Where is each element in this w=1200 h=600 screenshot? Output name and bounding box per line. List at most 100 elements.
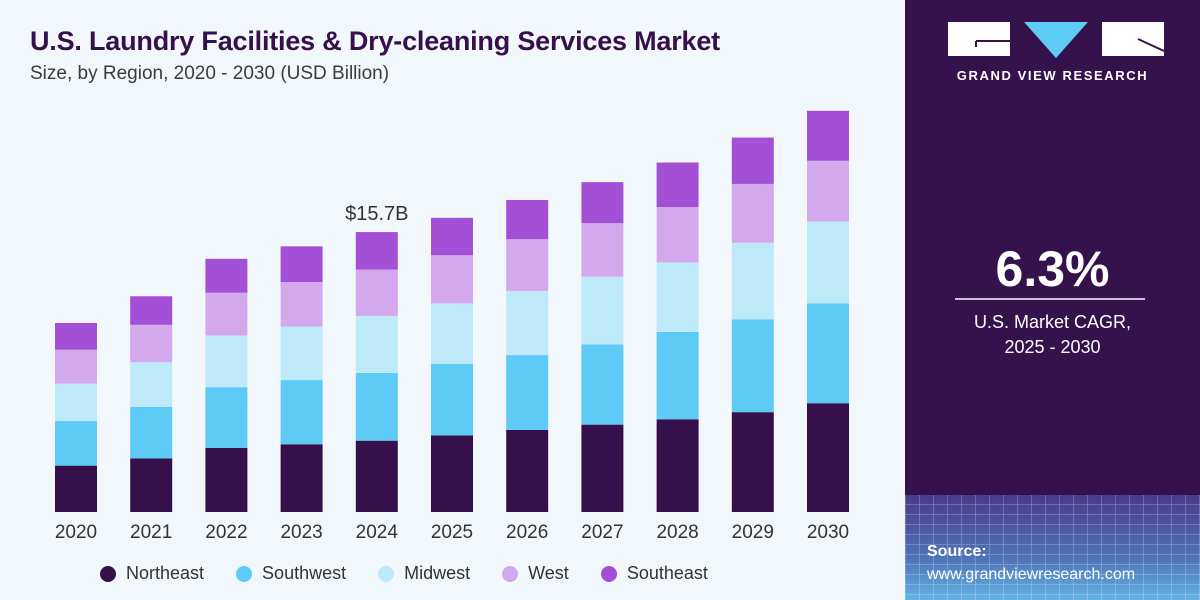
bar-segment-west-2027 bbox=[581, 223, 624, 277]
bar-segment-northeast-2025 bbox=[431, 435, 473, 512]
bar-segment-southeast-2026 bbox=[506, 199, 549, 240]
bar-segment-southwest-2024 bbox=[355, 372, 398, 441]
legend-dot-midwest bbox=[378, 565, 395, 582]
bar-segment-southwest-2029 bbox=[731, 319, 774, 413]
bar-segment-southwest-2022 bbox=[205, 387, 248, 448]
bar-segment-northeast-2022 bbox=[205, 447, 248, 512]
brand-name: GRAND VIEW RESEARCH bbox=[956, 68, 1149, 83]
x-tick-label: 2027 bbox=[581, 522, 623, 543]
source-background bbox=[905, 495, 1200, 600]
bar-segment-southwest-2020 bbox=[55, 421, 97, 466]
bar-segment-midwest-2025 bbox=[431, 303, 473, 365]
chart-title: U.S. Laundry Facilities & Dry-cleaning S… bbox=[30, 26, 720, 56]
bar-segment-southeast-2025 bbox=[431, 217, 473, 256]
x-tick-label: 2022 bbox=[205, 522, 247, 543]
bar-segment-southwest-2027 bbox=[581, 344, 624, 425]
bar-segment-northeast-2023 bbox=[280, 444, 323, 512]
chart-subtitle: Size, by Region, 2020 - 2030 (USD Billio… bbox=[30, 63, 390, 84]
bar-segment-midwest-2027 bbox=[581, 276, 624, 345]
bar-segment-west-2022 bbox=[205, 292, 248, 336]
bar-segment-midwest-2026 bbox=[506, 290, 549, 356]
source-url-link[interactable]: www.grandviewresearch.com bbox=[927, 566, 1136, 583]
bar-segment-northeast-2020 bbox=[55, 465, 97, 512]
x-tick-label: 2023 bbox=[280, 522, 322, 543]
x-tick-label: 2028 bbox=[656, 522, 698, 543]
legend-dot-southeast bbox=[600, 565, 617, 582]
bar-segment-west-2024 bbox=[355, 269, 398, 316]
legend-dot-northeast bbox=[100, 565, 116, 582]
x-tick-label: 2026 bbox=[506, 522, 548, 543]
bar-segment-west-2023 bbox=[280, 281, 323, 327]
x-tick-label: 2030 bbox=[807, 522, 849, 543]
legend-item-southwest: Southwest bbox=[236, 563, 346, 584]
bar-segment-midwest-2030 bbox=[807, 221, 849, 304]
bar-segment-west-2028 bbox=[656, 207, 699, 263]
bar-segment-midwest-2022 bbox=[205, 335, 248, 388]
x-tick-label: 2020 bbox=[55, 522, 97, 543]
bar-segment-southeast-2029 bbox=[731, 137, 774, 184]
cagr-label-line1: U.S. Market CAGR, bbox=[973, 312, 1132, 332]
grand-view-research-logo-icon bbox=[948, 22, 1164, 58]
bar-segment-southwest-2021 bbox=[130, 406, 173, 459]
source-grid-pattern bbox=[905, 495, 1200, 600]
bar-segment-southwest-2030 bbox=[807, 303, 849, 404]
bar-segment-southeast-2022 bbox=[205, 258, 248, 293]
bar-segment-midwest-2028 bbox=[656, 262, 699, 332]
legend-label: Southwest bbox=[262, 563, 347, 583]
legend-label: Northeast bbox=[126, 563, 205, 583]
bar-segment-northeast-2028 bbox=[656, 419, 699, 512]
legend-item-southeast: Southeast bbox=[600, 563, 708, 584]
legend-label: Midwest bbox=[404, 563, 471, 583]
bar-segment-southeast-2021 bbox=[130, 296, 173, 325]
legend-item-west: West bbox=[502, 563, 569, 584]
cagr-label-line2: 2025 - 2030 bbox=[1004, 337, 1101, 357]
x-axis-ticks: 2020 2021 2022 2023 2024 2025 2026 2027 2028 2029… bbox=[55, 522, 849, 543]
bar-segment-southeast-2024 bbox=[355, 232, 398, 270]
source-label: Source: bbox=[927, 543, 987, 560]
bar-segment-northeast-2029 bbox=[731, 412, 774, 512]
bar-segment-midwest-2020 bbox=[55, 383, 97, 422]
cagr-label: U.S. Market CAGR, 2025 - 2030 bbox=[905, 310, 1200, 360]
bar-segment-west-2021 bbox=[130, 324, 173, 363]
bar-segment-southwest-2023 bbox=[280, 380, 323, 445]
bar-segment-west-2025 bbox=[431, 255, 473, 304]
bar-segment-midwest-2021 bbox=[130, 362, 173, 407]
x-tick-label: 2025 bbox=[431, 522, 473, 543]
bar-segment-northeast-2024 bbox=[355, 440, 398, 512]
bar-segment-northeast-2027 bbox=[581, 424, 624, 512]
bar-segment-southeast-2030 bbox=[807, 110, 849, 161]
stacked-bar-chart: 2020 2021 2022 2023 2024 2025 2026 2027 2028 2029… bbox=[55, 110, 849, 543]
bar-segment-southwest-2028 bbox=[656, 331, 699, 420]
bar-segment-southeast-2028 bbox=[656, 162, 699, 208]
bar-segment-midwest-2024 bbox=[355, 315, 398, 373]
legend-label: Southeast bbox=[626, 563, 708, 583]
bar-segment-southwest-2026 bbox=[506, 355, 549, 430]
bar-segment-west-2030 bbox=[807, 160, 849, 222]
bar-segment-southeast-2020 bbox=[55, 323, 97, 350]
bar-segment-southeast-2023 bbox=[280, 246, 323, 282]
x-tick-label: 2029 bbox=[732, 522, 774, 543]
legend-dot-west bbox=[502, 565, 519, 582]
bar-segment-northeast-2021 bbox=[130, 458, 173, 512]
cagr-value: 6.3% bbox=[995, 241, 1110, 297]
bar-segment-southwest-2025 bbox=[431, 364, 473, 436]
cagr-divider bbox=[955, 298, 1145, 300]
x-tick-label: 2021 bbox=[130, 522, 172, 543]
bar-segment-southeast-2027 bbox=[581, 182, 624, 224]
bar-segment-west-2020 bbox=[55, 349, 97, 384]
legend-item-northeast: Northeast bbox=[100, 563, 204, 584]
x-tick-label: 2024 bbox=[356, 522, 399, 543]
bar-segment-midwest-2023 bbox=[280, 326, 323, 381]
annotations-group: $15.7B bbox=[345, 203, 408, 225]
sidebar-panel: GRAND VIEW RESEARCH 6.3% U.S. Market CAG… bbox=[905, 0, 1200, 600]
legend-label: West bbox=[528, 563, 569, 583]
legend-item-midwest: Midwest bbox=[378, 563, 470, 584]
bar-segment-northeast-2030 bbox=[807, 403, 849, 512]
bar-segment-west-2026 bbox=[506, 239, 549, 291]
bar-segment-northeast-2026 bbox=[506, 429, 549, 512]
data-label-2024: $15.7B bbox=[345, 203, 408, 225]
bar-segment-midwest-2029 bbox=[731, 242, 774, 320]
bars-group bbox=[55, 110, 849, 512]
legend-dot-southwest bbox=[236, 565, 253, 582]
legend: Northeast Southwest Midwest West Southea… bbox=[100, 563, 740, 584]
